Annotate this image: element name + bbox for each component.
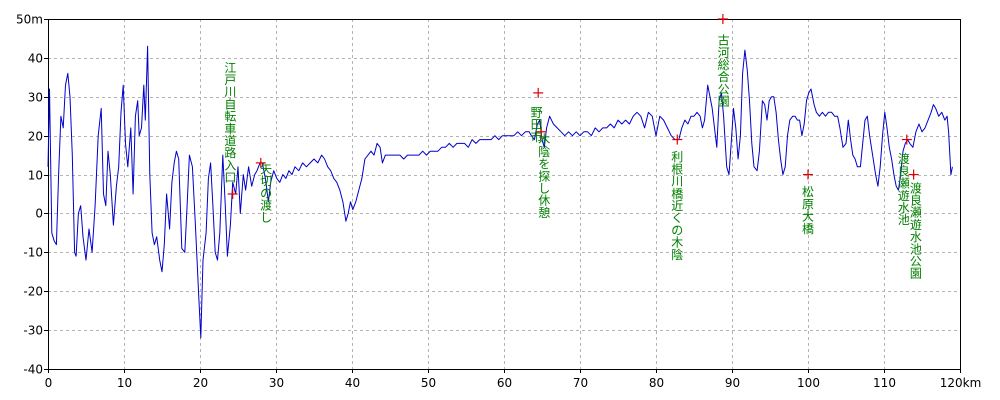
x-tick-label: 40 (345, 376, 360, 390)
y-tick-label: 0 (35, 207, 43, 221)
marker-koga (717, 14, 728, 24)
marker-noda (533, 87, 544, 98)
x-tick-label: 50 (421, 376, 436, 390)
waypoint-markers (227, 14, 919, 199)
marker-rest (536, 126, 547, 137)
y-tick-label: -40 (23, 363, 43, 377)
y-tick-label: 40 (28, 52, 43, 66)
elevation-series (47, 45, 953, 339)
marker-matsubara-label: 松原大橋 (802, 185, 814, 236)
marker-tonegawa (672, 134, 683, 145)
x-tick-label: 100 (797, 376, 820, 390)
marker-tonegawa-label: 利根川橋近くの木陰 (671, 150, 683, 262)
marker-rest-label: 木陰を探し休憩 (538, 133, 550, 220)
axis-ticks: 0 10 20 30 40 50 60 70 80 90 100 110 120km-40-30-20-… (16, 13, 981, 391)
grid-lines (48, 19, 960, 369)
x-tick-label: 80 (649, 376, 664, 390)
marker-matsubara (803, 169, 813, 180)
y-tick-label: -20 (23, 285, 43, 299)
y-tick-label: -30 (23, 324, 43, 338)
x-tick-label: 10 (117, 376, 132, 390)
marker-watarase-park-label: 渡良瀬遊水池公園 (910, 180, 922, 280)
marker-yagiri (255, 157, 266, 168)
marker-edogawa-entrance (227, 189, 238, 199)
x-tick-label: 90 (725, 376, 740, 390)
marker-noda-label: 野田市 (531, 106, 543, 144)
x-tick-label: 120km (940, 376, 982, 390)
marker-watarase-label: 渡良瀬遊水池 (898, 151, 910, 227)
x-tick-label: 0 (45, 376, 53, 390)
marker-koga-label: 古河総合公園 (718, 33, 730, 109)
x-tick-label: 20 (193, 376, 208, 390)
y-tick-label: 10 (28, 169, 43, 183)
elevation-line (47, 45, 953, 339)
y-tick-label: -10 (23, 246, 43, 260)
y-tick-label: 50m (16, 13, 43, 27)
y-tick-label: 30 (28, 91, 43, 105)
y-tick-label: 20 (28, 130, 43, 144)
marker-edogawa-entrance-label: 江戸川自転車道路入口 (224, 61, 236, 185)
x-tick-label: 70 (573, 376, 588, 390)
x-tick-label: 30 (269, 376, 284, 390)
x-tick-label: 60 (497, 376, 512, 390)
x-tick-label: 110 (873, 376, 896, 390)
marker-yagiri-label: 矢切の渡し (260, 162, 272, 225)
marker-watarase (901, 134, 912, 145)
marker-watarase-park (908, 169, 919, 180)
